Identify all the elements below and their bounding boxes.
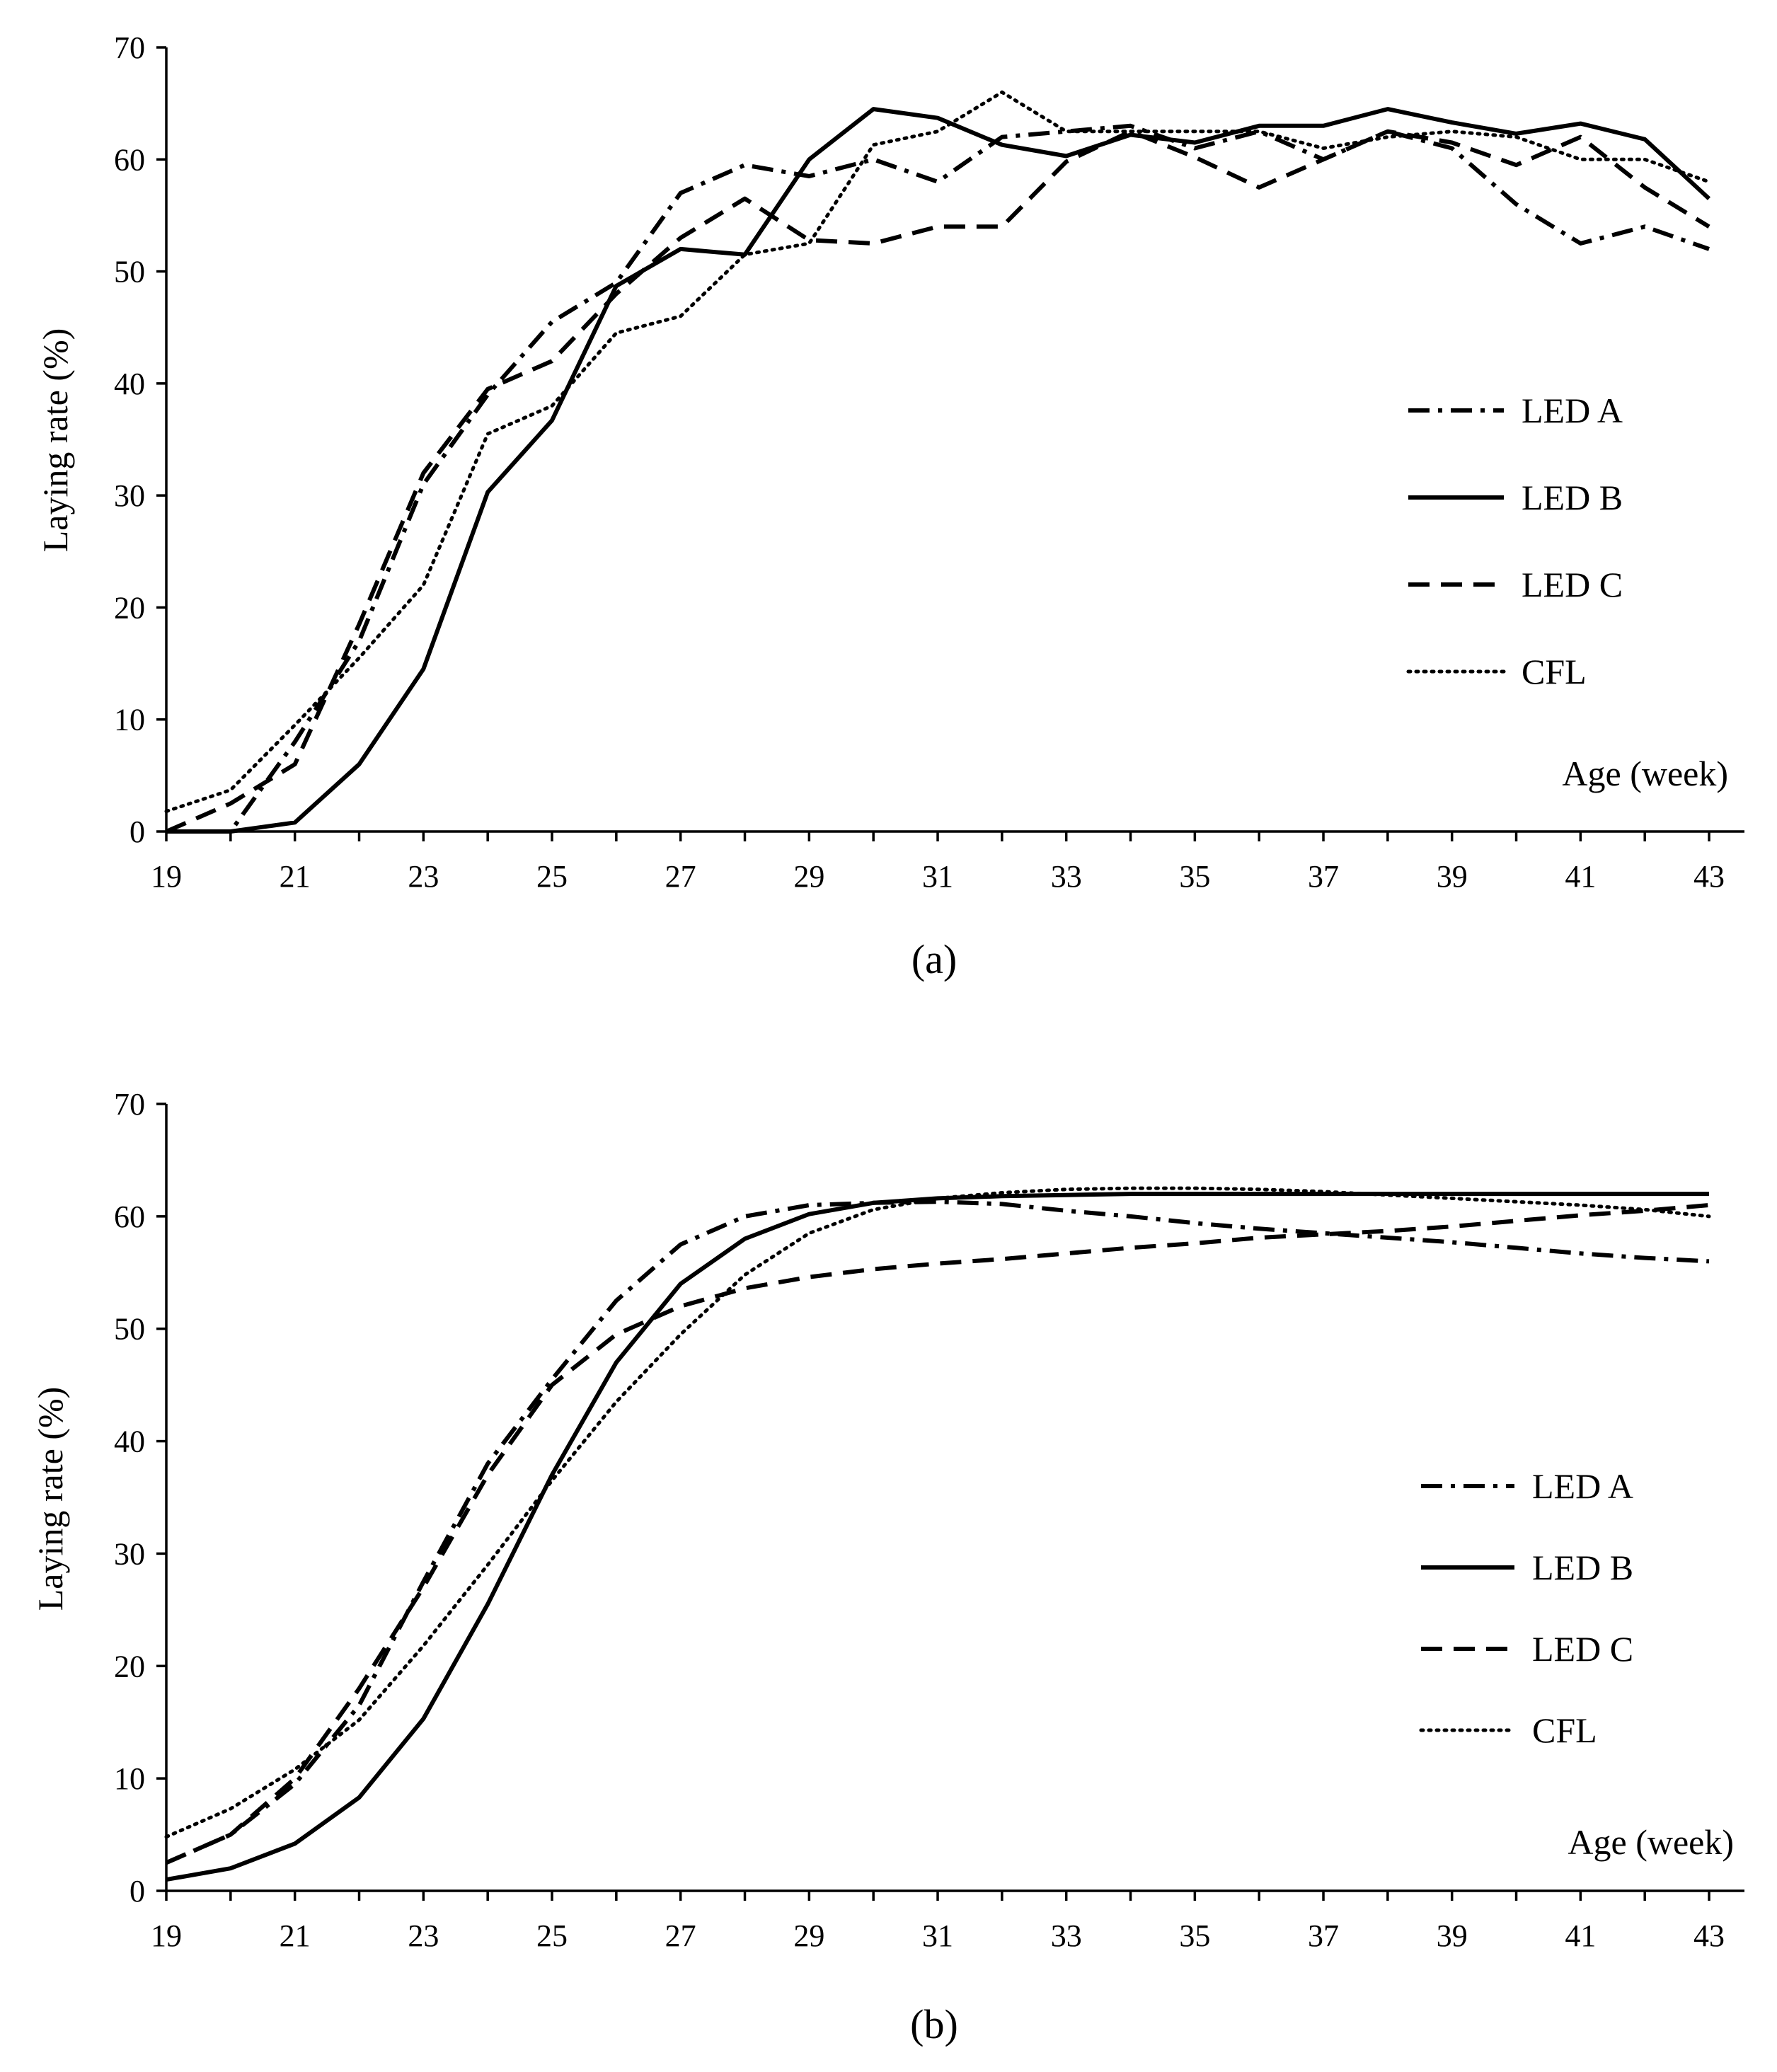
legend-label: CFL <box>1532 1710 1597 1750</box>
x-tick-label: 19 <box>151 1918 182 1953</box>
y-tick-label: 50 <box>114 255 145 289</box>
panel-caption: (a) <box>911 936 957 982</box>
x-tick-label: 23 <box>408 859 439 894</box>
legend: LED A LED B LED C CFL <box>1406 391 1623 691</box>
series-line-led-b <box>166 1192 1709 1882</box>
x-tick-label: 23 <box>408 1918 439 1953</box>
x-tick-label: 33 <box>1051 859 1082 894</box>
x-tick-label: 25 <box>536 859 568 894</box>
series-line-led-c <box>165 1203 1710 1865</box>
x-tick-label: 41 <box>1565 859 1596 894</box>
series-line-led-c <box>165 129 1710 834</box>
chart-panel-b: 0 10 20 30 40 50 60 70 19 21 23 25 27 29 31 33 35 37 39 41… <box>30 1087 1744 2047</box>
legend-label: LED A <box>1532 1466 1633 1506</box>
x-tick-label: 27 <box>665 859 696 894</box>
x-tick-label: 35 <box>1179 859 1210 894</box>
y-axis-title: Laying rate (%) <box>35 328 75 553</box>
x-axis-title: Age (week) <box>1568 1822 1734 1862</box>
y-tick-label: 30 <box>114 478 145 513</box>
y-tick-label: 70 <box>114 1087 145 1122</box>
legend-label: LED A <box>1522 391 1623 430</box>
legend-label: LED C <box>1522 565 1623 604</box>
series-line-led-a <box>166 123 1710 834</box>
legend-label: LED C <box>1532 1629 1633 1669</box>
y-tick-label: 0 <box>130 815 145 849</box>
y-tick-label: 60 <box>114 142 145 177</box>
y-tick-label: 70 <box>114 30 145 65</box>
x-tick-label: 27 <box>665 1918 696 1953</box>
y-tick-label: 60 <box>114 1199 145 1234</box>
x-tick-label: 43 <box>1693 1918 1725 1953</box>
x-tick-label: 37 <box>1308 1918 1339 1953</box>
y-tick-label: 50 <box>114 1312 145 1347</box>
x-tick-label: 21 <box>280 859 311 894</box>
y-tick-label: 0 <box>130 1874 145 1909</box>
x-tick-label: 39 <box>1437 859 1468 894</box>
x-tick-label: 33 <box>1051 1918 1082 1953</box>
x-tick-label: 25 <box>536 1918 568 1953</box>
y-tick-label: 10 <box>114 1761 145 1796</box>
y-tick-label: 40 <box>114 367 145 401</box>
x-tick-label: 43 <box>1693 859 1725 894</box>
chart-panel-a: 0 10 20 30 40 50 60 70 19 21 23 25 27 29 31 33 35 37 39 41… <box>35 30 1744 982</box>
series-line-led-a <box>165 1199 1710 1865</box>
x-axis-ticks: 19 21 23 25 27 29 31 33 35 37 39 41 43 <box>151 831 1725 894</box>
x-tick-label: 19 <box>151 859 182 894</box>
legend-label: CFL <box>1522 652 1587 691</box>
x-tick-label: 29 <box>793 859 824 894</box>
legend: LED A LED B LED C CFL <box>1419 1466 1633 1750</box>
y-axis-ticks: 0 10 20 30 40 50 60 70 <box>114 30 166 849</box>
series-line-cfl <box>164 90 1711 813</box>
panel-caption: (b) <box>910 2001 958 2047</box>
y-tick-label: 40 <box>114 1424 145 1459</box>
x-axis-title: Age (week) <box>1562 754 1728 793</box>
x-tick-label: 35 <box>1179 1918 1210 1953</box>
x-tick-label: 31 <box>922 859 953 894</box>
plot-area <box>164 1186 1711 1882</box>
y-tick-label: 30 <box>114 1536 145 1571</box>
series-line-cfl <box>164 1186 1711 1839</box>
legend-label: LED B <box>1522 478 1623 517</box>
plot-area <box>164 90 1711 834</box>
x-tick-label: 39 <box>1437 1918 1468 1953</box>
series-line-led-b <box>166 107 1711 834</box>
y-axis-title: Laying rate (%) <box>30 1387 70 1611</box>
x-tick-label: 29 <box>793 1918 824 1953</box>
x-tick-label: 21 <box>280 1918 311 1953</box>
legend-label: LED B <box>1532 1548 1633 1587</box>
y-tick-label: 10 <box>114 703 145 737</box>
x-tick-label: 37 <box>1308 859 1339 894</box>
y-tick-label: 20 <box>114 590 145 625</box>
x-axis-ticks: 19 21 23 25 27 29 31 33 35 37 39 41 43 <box>151 1891 1725 1953</box>
x-tick-label: 41 <box>1565 1918 1596 1953</box>
y-tick-label: 20 <box>114 1649 145 1684</box>
y-axis-ticks: 0 10 20 30 40 50 60 70 <box>114 1087 166 1909</box>
x-tick-label: 31 <box>922 1918 953 1953</box>
